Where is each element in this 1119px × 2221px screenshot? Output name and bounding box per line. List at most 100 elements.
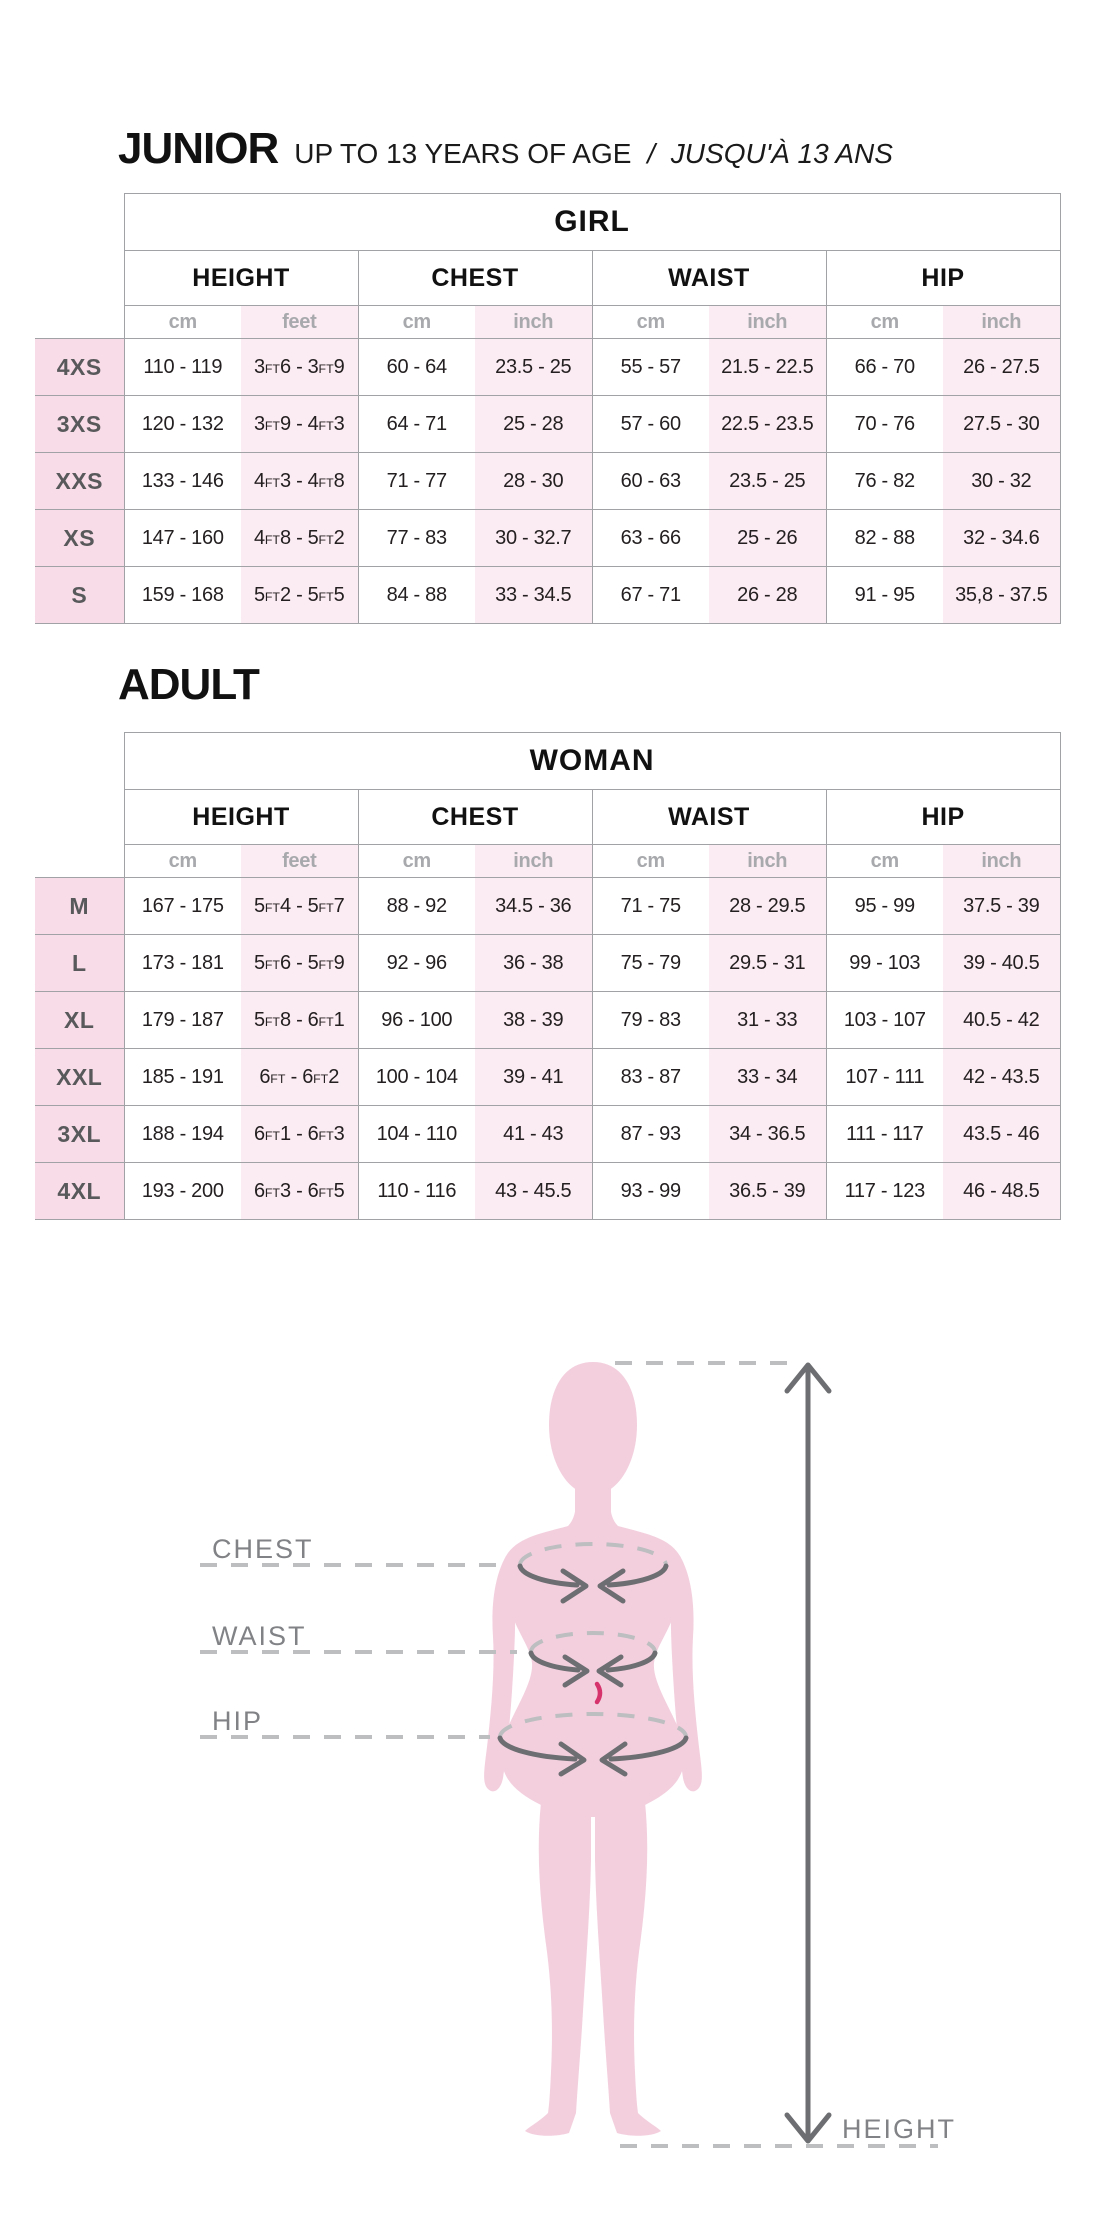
- measurement-cell: 6FT3 - 6FT5: [241, 1162, 359, 1220]
- silhouette-right-arm: [670, 1556, 702, 1792]
- measurement-cell: 107 - 111: [825, 1048, 943, 1106]
- measurement-cell: 76 - 82: [825, 452, 943, 510]
- measurement-cell: 57 - 60: [591, 395, 709, 453]
- measurement-cell: 77 - 83: [357, 509, 475, 567]
- measurement-cell: 82 - 88: [825, 509, 943, 567]
- group-header-hip: HIP: [825, 789, 1061, 845]
- measurement-cell: 100 - 104: [357, 1048, 475, 1106]
- size-table-row: M 167 - 175 5FT4 - 5FT7 88 - 92 34.5 - 36 71 …: [35, 877, 1061, 935]
- junior-subtitle-divider: /: [647, 138, 656, 169]
- size-label: 4XL: [35, 1162, 125, 1220]
- measurement-cell: 185 - 191: [123, 1048, 241, 1106]
- unit-label: cm: [357, 844, 475, 878]
- junior-size-table-wrap: GIRL HEIGHT CHEST WAIST HIP cm feet cm i…: [35, 193, 1061, 624]
- group-header-hip: HIP: [825, 250, 1061, 306]
- silhouette-head: [549, 1362, 637, 1493]
- group-header-chest: CHEST: [357, 789, 593, 845]
- adult-section-title: ADULT: [118, 660, 260, 710]
- silhouette-right-leg: [595, 1802, 648, 2113]
- unit-label: inch: [943, 844, 1061, 878]
- measurement-cell: 120 - 132: [123, 395, 241, 453]
- unit-label: cm: [357, 305, 475, 339]
- measurement-cell: 30 - 32: [943, 452, 1061, 510]
- measurement-cell: 33 - 34: [709, 1048, 827, 1106]
- corner-spacer: [35, 732, 124, 790]
- waist-label: WAIST: [212, 1621, 307, 1651]
- corner-spacer: [35, 193, 124, 251]
- measurement-cell: 110 - 119: [123, 338, 241, 396]
- group-header-waist: WAIST: [591, 789, 827, 845]
- height-arrowhead-up-icon: [784, 1362, 832, 1394]
- measurement-cell: 110 - 116: [357, 1162, 475, 1220]
- waist-ellipse-dashed-arc: [529, 1631, 657, 1653]
- body-silhouette-figure: [484, 1362, 702, 2136]
- size-label: 3XL: [35, 1105, 125, 1163]
- silhouette-left-arm: [484, 1556, 516, 1792]
- measure-group-row: HEIGHT CHEST WAIST HIP: [35, 250, 1061, 306]
- junior-subtitle: UP TO 13 YEARS OF AGE / JUSQU'À 13 ANS: [294, 138, 893, 170]
- measurement-cell: 167 - 175: [123, 877, 241, 935]
- size-table-row: XXL 185 - 191 6FT - 6FT2 100 - 104 39 - 41 83…: [35, 1048, 1061, 1106]
- junior-title: JUNIOR: [118, 124, 279, 173]
- unit-label: cm: [123, 844, 241, 878]
- measurement-cell: 103 - 107: [825, 991, 943, 1049]
- measurement-cell: 55 - 57: [591, 338, 709, 396]
- chest-arrowhead-right-icon: [560, 1568, 589, 1604]
- height-arrowhead-down-icon: [784, 2112, 832, 2144]
- measurement-cell: 75 - 79: [591, 934, 709, 992]
- measurement-cell: 37.5 - 39: [943, 877, 1061, 935]
- measurement-cell: 159 - 168: [123, 566, 241, 624]
- measurement-cell: 70 - 76: [825, 395, 943, 453]
- silhouette-right-foot: [610, 2113, 661, 2136]
- junior-size-table: GIRL HEIGHT CHEST WAIST HIP cm feet cm i…: [35, 193, 1061, 624]
- measurement-cell: 26 - 27.5: [943, 338, 1061, 396]
- unit-label: cm: [591, 844, 709, 878]
- height-label: HEIGHT: [842, 2114, 956, 2144]
- gender-header-row: WOMAN: [35, 732, 1061, 790]
- size-table-row: 4XS 110 - 119 3FT6 - 3FT9 60 - 64 23.5 - 25 5…: [35, 338, 1061, 396]
- group-header-height: HEIGHT: [123, 789, 359, 845]
- size-label: XS: [35, 509, 125, 567]
- measurement-cell: 83 - 87: [591, 1048, 709, 1106]
- chest-ellipse-dashed-arc: [518, 1542, 668, 1566]
- measurement-cell: 42 - 43.5: [943, 1048, 1061, 1106]
- measure-group-row: HEIGHT CHEST WAIST HIP: [35, 789, 1061, 845]
- measurement-cell: 31 - 33: [709, 991, 827, 1049]
- measurement-cell: 32 - 34.6: [943, 509, 1061, 567]
- waist-arrowhead-left-icon: [596, 1654, 624, 1688]
- measurement-cell: 4FT3 - 4FT8: [241, 452, 359, 510]
- measurement-cell: 71 - 75: [591, 877, 709, 935]
- hip-arrowhead-right-icon: [558, 1741, 587, 1777]
- measurement-cell: 111 - 117: [825, 1105, 943, 1163]
- measurement-cell: 28 - 30: [475, 452, 593, 510]
- corner-spacer: [35, 844, 124, 878]
- measurement-cell: 25 - 28: [475, 395, 593, 453]
- measurement-cell: 23.5 - 25: [475, 338, 593, 396]
- measurement-cell: 5FT4 - 5FT7: [241, 877, 359, 935]
- group-header-waist: WAIST: [591, 250, 827, 306]
- measurement-diagram: CHEST WAIST HIP HEIGHT: [200, 1361, 956, 2148]
- chest-measure-arc-right: [606, 1563, 669, 1588]
- corner-spacer: [35, 789, 124, 845]
- measurement-cell: 34 - 36.5: [709, 1105, 827, 1163]
- measurement-cell: 36.5 - 39: [709, 1162, 827, 1220]
- measurement-cell: 26 - 28: [709, 566, 827, 624]
- measurement-cell: 3FT9 - 4FT3: [241, 395, 359, 453]
- unit-row: cm feet cm inch cm inch cm inch: [35, 844, 1061, 878]
- measurement-cell: 6FT - 6FT2: [241, 1048, 359, 1106]
- unit-row: cm feet cm inch cm inch cm inch: [35, 305, 1061, 339]
- measurement-cell: 95 - 99: [825, 877, 943, 935]
- measurement-cell: 33 - 34.5: [475, 566, 593, 624]
- measurement-cell: 133 - 146: [123, 452, 241, 510]
- measurement-cell: 193 - 200: [123, 1162, 241, 1220]
- measurement-cell: 60 - 63: [591, 452, 709, 510]
- size-label: M: [35, 877, 125, 935]
- measurement-cell: 67 - 71: [591, 566, 709, 624]
- measurement-cell: 5FT6 - 5FT9: [241, 934, 359, 992]
- measurement-cell: 147 - 160: [123, 509, 241, 567]
- measurement-cell: 99 - 103: [825, 934, 943, 992]
- measurement-cell: 3FT6 - 3FT9: [241, 338, 359, 396]
- size-label: 4XS: [35, 338, 125, 396]
- measurement-cell: 38 - 39: [475, 991, 593, 1049]
- size-label: XXS: [35, 452, 125, 510]
